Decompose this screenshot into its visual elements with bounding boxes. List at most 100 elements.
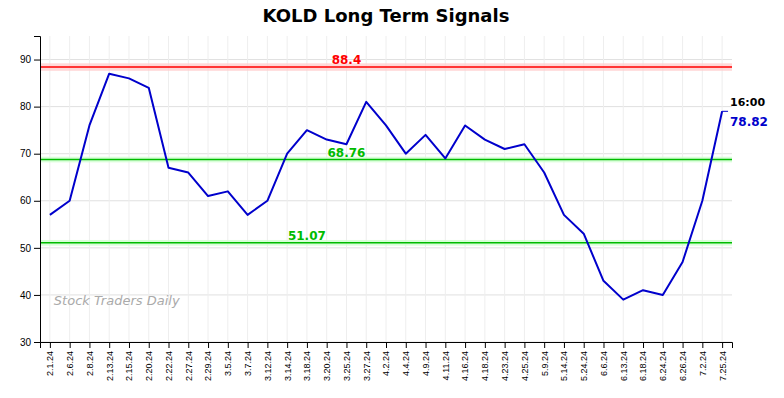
grid-line bbox=[563, 36, 564, 342]
tick: 4.16.24 bbox=[460, 342, 470, 381]
tick-mark bbox=[683, 342, 684, 348]
tick-label: 50 bbox=[20, 243, 32, 254]
tick: 3.25.24 bbox=[342, 342, 352, 381]
tick-label: 4.16.24 bbox=[460, 351, 470, 381]
tick: 2.22.24 bbox=[164, 342, 174, 381]
grid-line bbox=[504, 36, 505, 342]
grid-line bbox=[386, 36, 387, 342]
tick-mark bbox=[485, 342, 486, 348]
tick-mark bbox=[584, 342, 585, 348]
tick-mark bbox=[34, 201, 40, 202]
tick-mark bbox=[287, 342, 288, 348]
tick-mark bbox=[34, 248, 40, 249]
tick-mark bbox=[34, 295, 40, 296]
tick-label: 3.25.24 bbox=[342, 351, 352, 381]
grid-line bbox=[267, 36, 268, 342]
tick-mark bbox=[524, 342, 525, 348]
grid-line bbox=[346, 36, 347, 342]
grid-line bbox=[484, 36, 485, 342]
tick: 6.6.24 bbox=[599, 342, 609, 376]
tick: 2.13.24 bbox=[105, 342, 115, 381]
tick-mark bbox=[366, 342, 367, 348]
tick-mark bbox=[623, 342, 624, 348]
tick-label: 3.27.24 bbox=[362, 351, 372, 381]
tick-mark bbox=[34, 154, 40, 155]
tick: 2.20.24 bbox=[144, 342, 154, 381]
grid-line bbox=[208, 36, 209, 342]
signal-label: 88.4 bbox=[332, 53, 362, 67]
tick-label: 4.25.24 bbox=[520, 351, 530, 381]
tick: 4.23.24 bbox=[500, 342, 510, 381]
tick-label: 6.6.24 bbox=[599, 351, 609, 376]
tick: 30 bbox=[20, 337, 40, 348]
grid-line bbox=[544, 36, 545, 342]
tick: 4.18.24 bbox=[480, 342, 490, 381]
grid-line bbox=[662, 36, 663, 342]
tick: 7.2.24 bbox=[698, 342, 708, 376]
tick-mark bbox=[34, 60, 40, 61]
tick-label: 5.24.24 bbox=[579, 351, 589, 381]
grid-line bbox=[603, 36, 604, 342]
tick-mark bbox=[327, 342, 328, 348]
tick-label: 4.2.24 bbox=[381, 351, 391, 376]
tick-label: 5.14.24 bbox=[559, 351, 569, 381]
tick-mark bbox=[505, 342, 506, 348]
tick-label: 4.23.24 bbox=[500, 351, 510, 381]
tick-label: 4.9.24 bbox=[421, 351, 431, 376]
tick-label: 30 bbox=[20, 337, 32, 348]
tick-label: 3.18.24 bbox=[302, 351, 312, 381]
tick-label: 3.5.24 bbox=[223, 351, 233, 376]
tick-mark bbox=[34, 342, 40, 343]
tick-label: 80 bbox=[20, 101, 32, 112]
tick: 2.1.24 bbox=[45, 342, 55, 376]
tick-mark bbox=[34, 107, 40, 108]
tick: 6.13.24 bbox=[619, 342, 629, 381]
plot: 304050607080902.1.242.6.242.8.242.13.242… bbox=[20, 36, 768, 381]
tick: 3.18.24 bbox=[302, 342, 312, 381]
tick: 5.9.24 bbox=[540, 342, 550, 376]
tick-label: 90 bbox=[20, 54, 32, 65]
tick: 2.8.24 bbox=[85, 342, 95, 376]
grid-line bbox=[702, 36, 703, 342]
tick-label: 3.12.24 bbox=[263, 351, 273, 381]
x-axis: 2.1.242.6.242.8.242.13.242.15.242.20.242… bbox=[41, 342, 733, 381]
tick-mark bbox=[228, 342, 229, 348]
tick-mark bbox=[663, 342, 664, 348]
tick-mark bbox=[544, 342, 545, 348]
tick-label: 2.8.24 bbox=[85, 351, 95, 376]
tick-label: 2.27.24 bbox=[184, 351, 194, 381]
chart: 304050607080902.1.242.6.242.8.242.13.242… bbox=[0, 0, 784, 398]
tick-mark bbox=[208, 342, 209, 348]
tick: 4.11.24 bbox=[441, 342, 451, 380]
tick: 3.27.24 bbox=[362, 342, 372, 381]
tick-label: 2.13.24 bbox=[105, 351, 115, 381]
grid-line bbox=[188, 36, 189, 342]
tick-label: 4.4.24 bbox=[401, 351, 411, 376]
tick: 3.7.24 bbox=[243, 342, 253, 376]
tick-label: 3.20.24 bbox=[322, 351, 332, 381]
tick-label: 2.20.24 bbox=[144, 351, 154, 381]
signal-line bbox=[40, 242, 732, 244]
tick-mark bbox=[70, 342, 71, 348]
tick-mark bbox=[307, 342, 308, 348]
marks bbox=[40, 63, 732, 299]
grid-line bbox=[366, 36, 367, 342]
axis-line bbox=[41, 343, 733, 349]
tick: 7.25.24 bbox=[717, 342, 727, 381]
tick-mark bbox=[603, 342, 604, 348]
tick: 90 bbox=[20, 54, 40, 65]
tick: 2.15.24 bbox=[124, 342, 134, 381]
tick-mark bbox=[248, 342, 249, 348]
tick-mark bbox=[129, 342, 130, 348]
end-annotation: 16:00 bbox=[730, 96, 765, 109]
axis-line bbox=[34, 37, 41, 343]
grid-line bbox=[583, 36, 584, 342]
tick-mark bbox=[426, 342, 427, 348]
tick-label: 4.11.24 bbox=[441, 351, 451, 380]
grid-line bbox=[524, 36, 525, 342]
grid-line bbox=[247, 36, 248, 342]
title: KOLD Long Term Signals bbox=[263, 5, 510, 26]
end-annotation: 78.82 bbox=[730, 115, 768, 129]
tick-mark bbox=[169, 342, 170, 348]
grid-line bbox=[722, 36, 723, 342]
